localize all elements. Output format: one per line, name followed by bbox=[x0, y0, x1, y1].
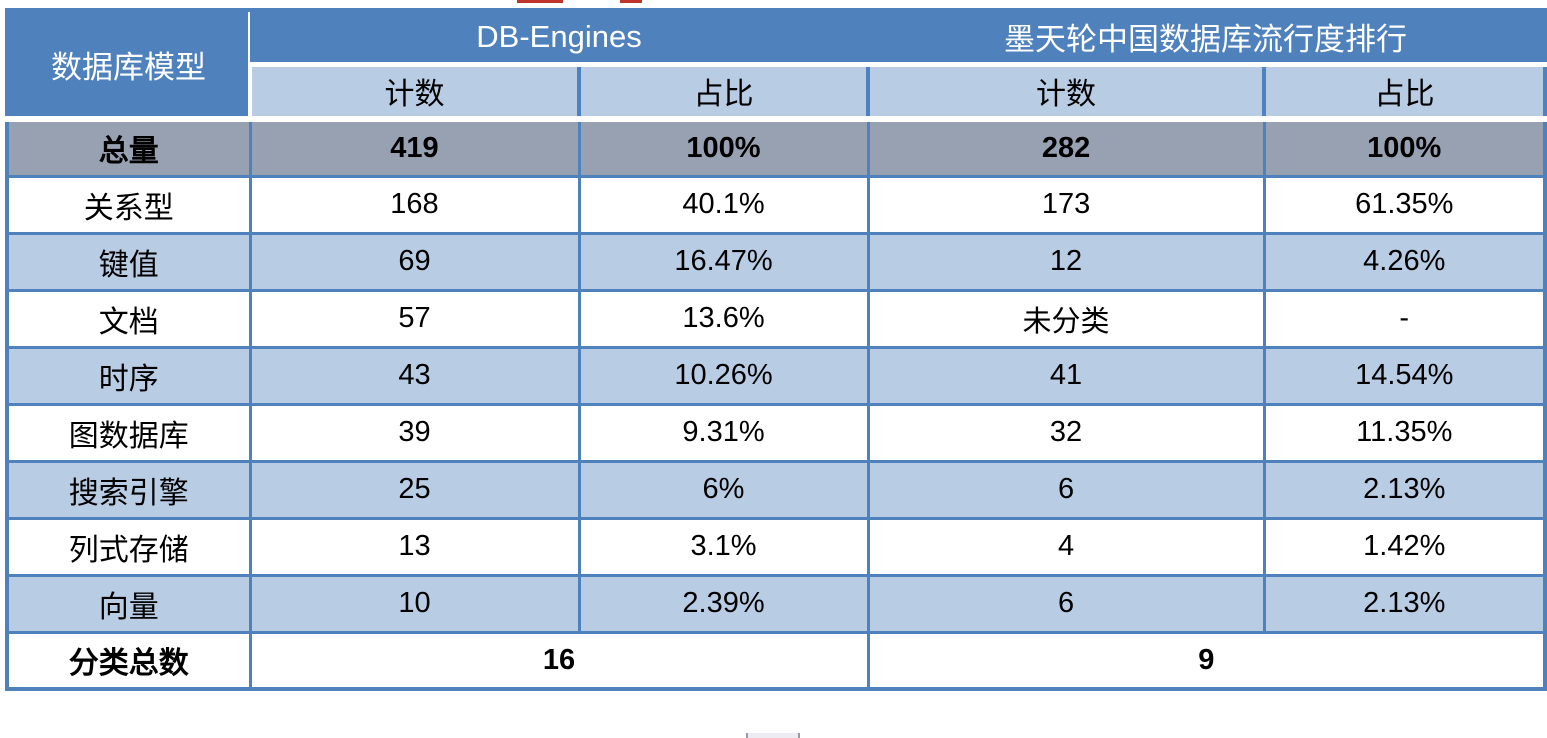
value-cell: 11.35% bbox=[1262, 402, 1547, 463]
db-comparison-table: 数据库模型 DB-Engines 墨天轮中国数据库流行度排行 计数 占比 计数 … bbox=[5, 8, 1547, 691]
row-label-cell: 关系型 bbox=[5, 174, 252, 235]
table-row: 列式存储 13 3.1% 4 1.42% bbox=[5, 516, 1547, 577]
value-cell: 69 bbox=[248, 231, 581, 292]
column-header-count: 计数 bbox=[866, 61, 1265, 122]
value-cell: 未分类 bbox=[866, 288, 1266, 349]
value-cell: 168 bbox=[248, 174, 581, 235]
value-cell: 2.13% bbox=[1262, 573, 1547, 634]
row-label-cell: 键值 bbox=[5, 231, 252, 292]
value-cell: 40.1% bbox=[577, 174, 870, 235]
value-cell: 9.31% bbox=[577, 402, 870, 463]
value-cell: 1.42% bbox=[1262, 516, 1547, 577]
value-cell: 282 bbox=[866, 116, 1266, 178]
value-cell: 13 bbox=[248, 516, 581, 577]
table-row: 搜索引擎 25 6% 6 2.13% bbox=[5, 459, 1547, 520]
value-cell: 3.1% bbox=[577, 516, 870, 577]
row-label-cell: 向量 bbox=[5, 573, 252, 634]
value-cell: 100% bbox=[1262, 116, 1547, 178]
value-cell: 16.47% bbox=[577, 231, 870, 292]
row-header-database-model: 数据库模型 bbox=[7, 10, 250, 122]
table-row: 总量 419 100% 282 100% bbox=[5, 116, 1547, 178]
value-cell: 43 bbox=[248, 345, 581, 406]
value-cell: 173 bbox=[866, 174, 1266, 235]
value-cell: 10.26% bbox=[577, 345, 870, 406]
value-cell: 32 bbox=[866, 402, 1266, 463]
value-cell: 39 bbox=[248, 402, 581, 463]
value-cell: 419 bbox=[248, 116, 581, 178]
value-cell: 6 bbox=[866, 573, 1266, 634]
value-cell: 25 bbox=[248, 459, 581, 520]
row-label-cell: 分类总数 bbox=[5, 630, 252, 691]
table-row: 图数据库 39 9.31% 32 11.35% bbox=[5, 402, 1547, 463]
value-cell: 6 bbox=[866, 459, 1266, 520]
table-row: 关系型 168 40.1% 173 61.35% bbox=[5, 174, 1547, 235]
value-cell: 4.26% bbox=[1262, 231, 1547, 292]
table-row: 键值 69 16.47% 12 4.26% bbox=[5, 231, 1547, 292]
footer-value-cell: 16 bbox=[248, 630, 870, 691]
value-cell: 2.39% bbox=[577, 573, 870, 634]
row-label-cell: 列式存储 bbox=[5, 516, 252, 577]
table-row: 向量 10 2.39% 6 2.13% bbox=[5, 573, 1547, 634]
value-cell: 10 bbox=[248, 573, 581, 634]
group-header-modb-ranking: 墨天轮中国数据库流行度排行 bbox=[868, 10, 1546, 67]
row-label-cell: 时序 bbox=[5, 345, 252, 406]
footer-value-cell: 9 bbox=[866, 630, 1547, 691]
value-cell: 2.13% bbox=[1262, 459, 1547, 520]
row-label-cell: 总量 bbox=[5, 116, 252, 178]
table-row: 文档 57 13.6% 未分类 - bbox=[5, 288, 1547, 349]
footer-row-category-total: 分类总数 16 9 bbox=[5, 630, 1547, 691]
value-cell: 12 bbox=[866, 231, 1266, 292]
column-header-count: 计数 bbox=[248, 61, 579, 122]
value-cell: - bbox=[1262, 288, 1547, 349]
scrollbar-fragment bbox=[746, 733, 800, 738]
column-header-percent: 占比 bbox=[576, 61, 869, 122]
value-cell: 4 bbox=[866, 516, 1266, 577]
group-header-row: 数据库模型 DB-Engines 墨天轮中国数据库流行度排行 bbox=[7, 10, 1546, 122]
value-cell: 41 bbox=[866, 345, 1266, 406]
row-label-cell: 图数据库 bbox=[5, 402, 252, 463]
column-header-percent: 占比 bbox=[1262, 61, 1546, 122]
value-cell: 6% bbox=[577, 459, 870, 520]
cropped-red-text-fragment bbox=[620, 0, 642, 3]
row-label-cell: 搜索引擎 bbox=[5, 459, 252, 520]
value-cell: 57 bbox=[248, 288, 581, 349]
value-cell: 14.54% bbox=[1262, 345, 1547, 406]
table-body: 总量 419 100% 282 100% 关系型 168 40.1% 173 61.35% 键值 69… bbox=[5, 116, 1547, 634]
value-cell: 100% bbox=[577, 116, 870, 178]
value-cell: 61.35% bbox=[1262, 174, 1547, 235]
row-label-cell: 文档 bbox=[5, 288, 252, 349]
sub-header-row: 计数 占比 计数 占比 bbox=[7, 61, 1546, 122]
cropped-red-text-fragment bbox=[517, 0, 563, 3]
table-row: 时序 43 10.26% 41 14.54% bbox=[5, 345, 1547, 406]
group-header-db-engines: DB-Engines bbox=[250, 10, 869, 67]
value-cell: 13.6% bbox=[577, 288, 870, 349]
